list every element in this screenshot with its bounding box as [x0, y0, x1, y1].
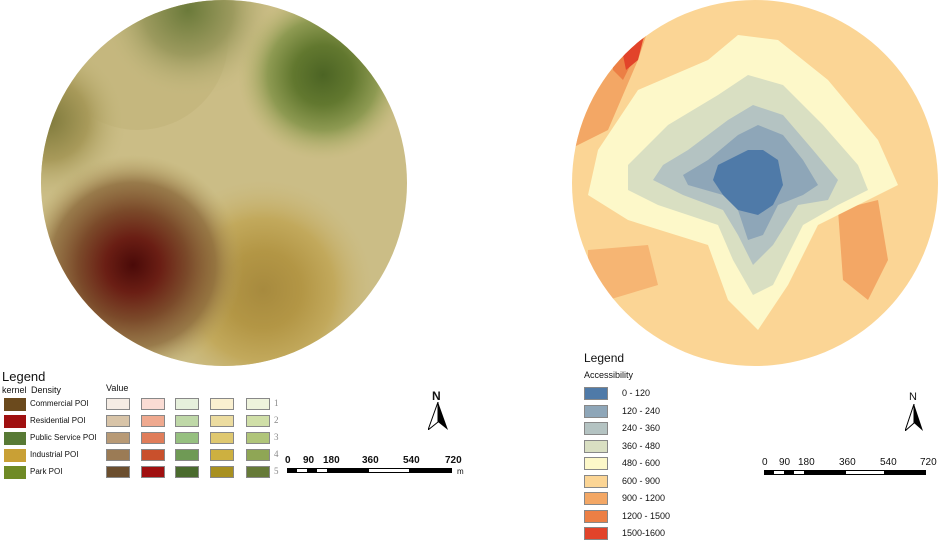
value-ramp-box — [106, 398, 130, 410]
right-scale-bar: 0 90 180 360 540 720 — [762, 457, 941, 477]
left-legend-title: Legend — [2, 369, 46, 384]
accessibility-label: 600 - 900 — [622, 475, 661, 486]
scale-label-720: 720 — [445, 455, 462, 466]
accessibility-label: 120 - 240 — [622, 405, 661, 416]
right-legend-title: Legend — [584, 351, 625, 365]
value-ramp-box — [106, 449, 130, 461]
north-arrow-icon — [905, 404, 923, 431]
value-header: Value — [106, 383, 129, 393]
value-ramp-box — [246, 466, 270, 478]
kernel-swatch — [4, 415, 26, 428]
value-ramp-box — [210, 432, 234, 444]
value-number: 3 — [274, 432, 279, 442]
scale-bar-graphic — [287, 468, 452, 473]
accessibility-swatch — [584, 492, 608, 505]
accessibility-subtitle: Accessibility — [584, 370, 634, 380]
value-ramp-box — [210, 449, 234, 461]
value-ramp-box — [106, 432, 130, 444]
scale-unit: m — [457, 467, 464, 476]
value-ramp-box — [141, 449, 165, 461]
value-ramp-box — [210, 398, 234, 410]
scale-label-90: 90 — [303, 455, 315, 466]
value-ramp-box — [246, 415, 270, 427]
scale-label-0: 0 — [285, 455, 291, 466]
accessibility-label: 1500-1600 — [622, 528, 666, 538]
accessibility-swatch — [584, 387, 608, 400]
value-number: 1 — [274, 398, 279, 408]
value-ramp-box — [175, 466, 199, 478]
value-ramp-box — [246, 449, 270, 461]
accessibility-label: 360 - 480 — [622, 440, 661, 451]
scale-label-90: 90 — [779, 457, 791, 468]
value-ramp-box — [175, 449, 199, 461]
accessibility-swatch — [584, 509, 608, 523]
accessibility-swatch — [584, 439, 608, 453]
kernel-swatch — [4, 432, 26, 445]
kernel-label: Residential POI — [30, 416, 86, 425]
value-ramp-box — [141, 398, 165, 410]
kernel-density-map — [41, 0, 407, 366]
scale-label-0: 0 — [762, 457, 768, 468]
density-header: Density — [31, 385, 62, 395]
accessibility-swatch — [584, 457, 608, 470]
value-ramp-box — [141, 415, 165, 427]
value-ramp-box — [210, 466, 234, 478]
value-ramp-box — [141, 466, 165, 478]
accessibility-swatch — [584, 527, 608, 540]
accessibility-swatch — [584, 422, 608, 435]
accessibility-label: 1200 - 1500 — [622, 510, 671, 521]
accessibility-label: 480 - 600 — [622, 458, 661, 468]
scale-label-180: 180 — [798, 457, 815, 468]
value-ramp-box — [141, 432, 165, 444]
left-scale-bar: 0 90 180 360 540 720 m — [285, 455, 465, 476]
scale-label-720: 720 — [920, 457, 937, 468]
scale-label-540: 540 — [403, 455, 420, 466]
accessibility-label: 240 - 360 — [622, 423, 661, 433]
value-number: 5 — [274, 466, 279, 476]
value-ramp-box — [210, 415, 234, 427]
value-ramp-box — [175, 432, 199, 444]
kernel-label: Public Service POI — [30, 433, 97, 442]
value-ramp-box — [246, 398, 270, 410]
value-ramp-box — [246, 432, 270, 444]
scale-label-180: 180 — [323, 455, 340, 466]
north-label: N — [909, 391, 917, 403]
value-ramp-box — [106, 415, 130, 427]
accessibility-label: 900 - 1200 — [622, 493, 666, 503]
kernel-label: Commercial POI — [30, 399, 89, 408]
scale-label-360: 360 — [839, 457, 856, 468]
scale-label-540: 540 — [880, 457, 897, 468]
value-number: 4 — [274, 449, 279, 459]
accessibility-map — [572, 0, 938, 366]
kernel-header: kernel — [2, 385, 27, 395]
kernel-label: Industrial POI — [30, 450, 79, 459]
value-number: 2 — [274, 415, 279, 425]
scale-label-360: 360 — [362, 455, 379, 466]
kernel-swatch — [4, 449, 26, 462]
value-ramp-box — [106, 466, 130, 478]
kernel-label: Park POI — [30, 467, 63, 476]
scale-bar-graphic — [764, 470, 926, 475]
north-label: N — [432, 389, 441, 403]
accessibility-swatch — [584, 404, 608, 418]
kernel-swatch — [4, 398, 26, 411]
accessibility-label: 0 - 120 — [622, 388, 651, 398]
accessibility-swatch — [584, 474, 608, 488]
value-ramp-box — [175, 398, 199, 410]
north-arrow-icon — [428, 402, 448, 430]
kernel-swatch — [4, 466, 26, 479]
value-ramp-box — [175, 415, 199, 427]
